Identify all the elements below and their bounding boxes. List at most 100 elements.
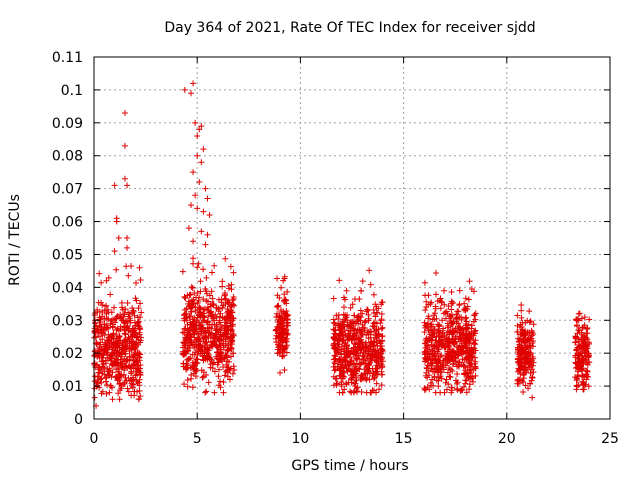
- data-point: [96, 322, 103, 329]
- data-point: [332, 331, 339, 338]
- data-point: [192, 368, 199, 375]
- data-point: [223, 309, 230, 316]
- data-point: [463, 389, 470, 396]
- data-point: [130, 308, 137, 315]
- data-point: [439, 317, 446, 324]
- data-point: [119, 364, 126, 371]
- data-point: [124, 235, 131, 241]
- data-point: [197, 288, 204, 295]
- data-point: [468, 332, 475, 339]
- data-point: [581, 314, 588, 321]
- data-point: [113, 218, 120, 225]
- data-point: [220, 378, 227, 385]
- data-point: [330, 326, 337, 333]
- data-point: [209, 295, 216, 302]
- data-point: [223, 324, 230, 331]
- data-point: [284, 322, 291, 329]
- data-point: [98, 375, 105, 382]
- data-point: [367, 281, 374, 288]
- data-point: [429, 368, 436, 375]
- data-point: [379, 371, 386, 378]
- data-point: [339, 329, 346, 336]
- data-point: [127, 319, 134, 326]
- data-point: [229, 370, 236, 377]
- data-point: [182, 294, 189, 301]
- data-point: [215, 373, 222, 380]
- data-point: [375, 330, 382, 337]
- data-point: [370, 291, 377, 298]
- data-point: [100, 361, 107, 368]
- data-point: [180, 344, 187, 351]
- data-point: [575, 327, 582, 334]
- data-point: [217, 310, 224, 317]
- data-point: [421, 386, 428, 393]
- data-point: [103, 345, 110, 352]
- data-point: [228, 345, 235, 352]
- data-point: [347, 388, 354, 395]
- data-point: [359, 278, 366, 285]
- data-point: [187, 291, 194, 298]
- data-point: [437, 305, 444, 312]
- data-point: [347, 304, 354, 311]
- data-point: [91, 378, 98, 385]
- data-point: [365, 368, 372, 375]
- data-point: [378, 310, 385, 317]
- data-point: [103, 374, 110, 381]
- data-point: [463, 314, 470, 321]
- data-point: [342, 340, 349, 347]
- data-point: [373, 320, 380, 327]
- data-point: [121, 142, 128, 149]
- data-point: [202, 287, 209, 294]
- y-tick-label: 0.06: [52, 215, 83, 231]
- data-point: [220, 389, 227, 396]
- data-point: [585, 354, 592, 361]
- data-point: [230, 294, 237, 301]
- data-point: [581, 345, 588, 352]
- data-point: [422, 324, 429, 331]
- data-point: [456, 287, 463, 294]
- data-point: [107, 382, 114, 389]
- data-point: [364, 354, 371, 361]
- data-point: [99, 351, 106, 358]
- y-tick-label: 0.04: [52, 280, 83, 296]
- data-point: [228, 302, 235, 309]
- data-point: [520, 349, 527, 356]
- data-point: [225, 358, 232, 365]
- data-point: [345, 360, 352, 367]
- data-point: [462, 295, 469, 302]
- data-point: [362, 339, 369, 346]
- data-point: [189, 384, 196, 391]
- data-point: [225, 282, 232, 289]
- data-point: [281, 273, 288, 280]
- data-point: [279, 347, 286, 354]
- data-point: [425, 315, 432, 322]
- data-point: [372, 313, 379, 320]
- data-point: [199, 346, 206, 353]
- data-point: [185, 303, 192, 310]
- data-point: [440, 310, 447, 317]
- data-point: [115, 376, 122, 383]
- data-point: [115, 368, 122, 375]
- data-point: [185, 225, 192, 232]
- data-point: [188, 202, 195, 209]
- data-point: [205, 347, 212, 354]
- data-point: [526, 319, 533, 326]
- data-point: [367, 334, 374, 341]
- data-point: [217, 378, 224, 385]
- data-point: [361, 319, 368, 326]
- data-point: [461, 300, 468, 307]
- data-point: [126, 327, 133, 334]
- data-point: [462, 380, 469, 387]
- data-point: [422, 348, 429, 355]
- data-point: [93, 383, 100, 390]
- data-point: [224, 373, 231, 380]
- data-point: [281, 291, 288, 298]
- data-point: [121, 330, 128, 337]
- data-point: [121, 324, 128, 331]
- data-point: [332, 346, 339, 353]
- data-point: [181, 340, 188, 347]
- data-point: [373, 371, 380, 378]
- data-point: [342, 332, 349, 339]
- data-point: [344, 351, 351, 358]
- data-point: [98, 279, 105, 286]
